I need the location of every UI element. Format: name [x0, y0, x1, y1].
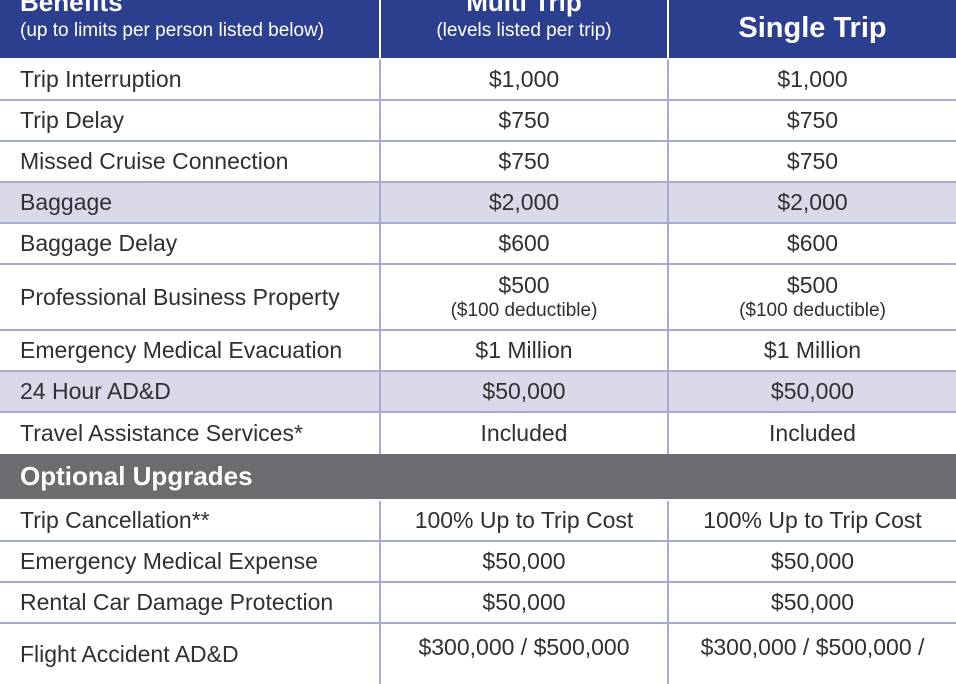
table-row: Baggage Delay $600 $600 [0, 224, 956, 265]
table-row: 24 Hour AD&D $50,000 $50,000 [0, 372, 956, 413]
single-trip-value: $300,000 / $500,000 / [700, 634, 925, 660]
multi-trip-value: $750 [381, 142, 669, 181]
single-trip-value: 100% Up to Trip Cost [703, 507, 922, 533]
header-single-trip-cell: Single Trip [669, 0, 956, 58]
single-trip-value: $500 [786, 272, 839, 298]
header-multi-trip-cell: Multi Trip (levels listed per trip) [381, 0, 669, 58]
table-row: Flight Accident AD&D $300,000 / $500,000… [0, 624, 956, 684]
multi-trip-value: $600 [381, 224, 669, 263]
benefit-name: Trip Delay [0, 101, 381, 140]
single-trip-value: $750 [786, 107, 839, 133]
table-row: Travel Assistance Services* Included Inc… [0, 413, 956, 454]
benefit-name: Baggage Delay [0, 224, 381, 263]
single-trip-value: $600 [786, 230, 839, 256]
benefit-name: 24 Hour AD&D [0, 372, 381, 411]
table-row: Emergency Medical Evacuation $1 Million … [0, 331, 956, 372]
single-trip-value: $1 Million [763, 337, 862, 363]
table-row: Trip Cancellation** 100% Up to Trip Cost… [0, 501, 956, 542]
multi-trip-value: $1,000 [381, 60, 669, 99]
upgrade-name: Emergency Medical Expense [0, 542, 381, 581]
multi-trip-value-cell: $500 ($100 deductible) [381, 265, 669, 329]
table-row: Rental Car Damage Protection $50,000 $50… [0, 583, 956, 624]
single-trip-value: $1,000 [777, 66, 848, 92]
benefit-name: Professional Business Property [0, 265, 381, 329]
multi-trip-value: $750 [381, 101, 669, 140]
header-benefits-title: Benefits [20, 0, 123, 17]
table-row: Missed Cruise Connection $750 $750 [0, 142, 956, 183]
multi-trip-value: $50,000 [381, 372, 669, 411]
benefit-name: Missed Cruise Connection [0, 142, 381, 181]
table-row: Trip Delay $750 $750 [0, 101, 956, 142]
table-row: Trip Interruption $1,000 $1,000 [0, 60, 956, 101]
benefit-name: Baggage [0, 183, 381, 222]
table-row: Emergency Medical Expense $50,000 $50,00… [0, 542, 956, 583]
upgrade-name: Trip Cancellation** [0, 501, 381, 540]
header-benefits-note: (up to limits per person listed below) [20, 20, 325, 41]
header-multi-trip-note: (levels listed per trip) [436, 20, 612, 41]
upgrade-name: Flight Accident AD&D [0, 624, 381, 684]
header-benefits-cell: Benefits (up to limits per person listed… [0, 0, 381, 58]
optional-upgrades-header: Optional Upgrades [0, 454, 956, 501]
single-trip-value: $2,000 [777, 189, 848, 215]
single-trip-value: $750 [786, 148, 839, 174]
multi-trip-deductible: ($100 deductible) [450, 300, 598, 321]
multi-trip-value: $1 Million [381, 331, 669, 370]
multi-trip-value: $500 [498, 272, 550, 298]
benefit-name: Emergency Medical Evacuation [0, 331, 381, 370]
single-trip-value: $50,000 [770, 378, 855, 404]
multi-trip-value: $2,000 [381, 183, 669, 222]
header-multi-trip-title: Multi Trip [466, 0, 582, 17]
optional-upgrades-title: Optional Upgrades [20, 461, 253, 491]
multi-trip-value: Included [381, 413, 669, 454]
single-trip-deductible: ($100 deductible) [739, 300, 886, 321]
table-header: Benefits (up to limits per person listed… [0, 0, 956, 60]
benefit-name: Travel Assistance Services* [0, 413, 381, 454]
multi-trip-value: $50,000 [381, 583, 669, 622]
single-trip-value: Included [769, 420, 856, 446]
single-trip-value: $50,000 [770, 589, 855, 615]
upgrade-name: Rental Car Damage Protection [0, 583, 381, 622]
multi-trip-value: 100% Up to Trip Cost [381, 501, 669, 540]
table-row: Professional Business Property $500 ($10… [0, 265, 956, 331]
header-single-trip-title: Single Trip [738, 12, 887, 44]
table-row: Baggage $2,000 $2,000 [0, 183, 956, 224]
single-trip-value: $50,000 [770, 548, 855, 574]
multi-trip-value: $50,000 [381, 542, 669, 581]
benefit-name: Trip Interruption [0, 60, 381, 99]
single-trip-value-cell: $500 ($100 deductible) [669, 265, 956, 329]
multi-trip-value: $300,000 / $500,000 [381, 624, 669, 684]
